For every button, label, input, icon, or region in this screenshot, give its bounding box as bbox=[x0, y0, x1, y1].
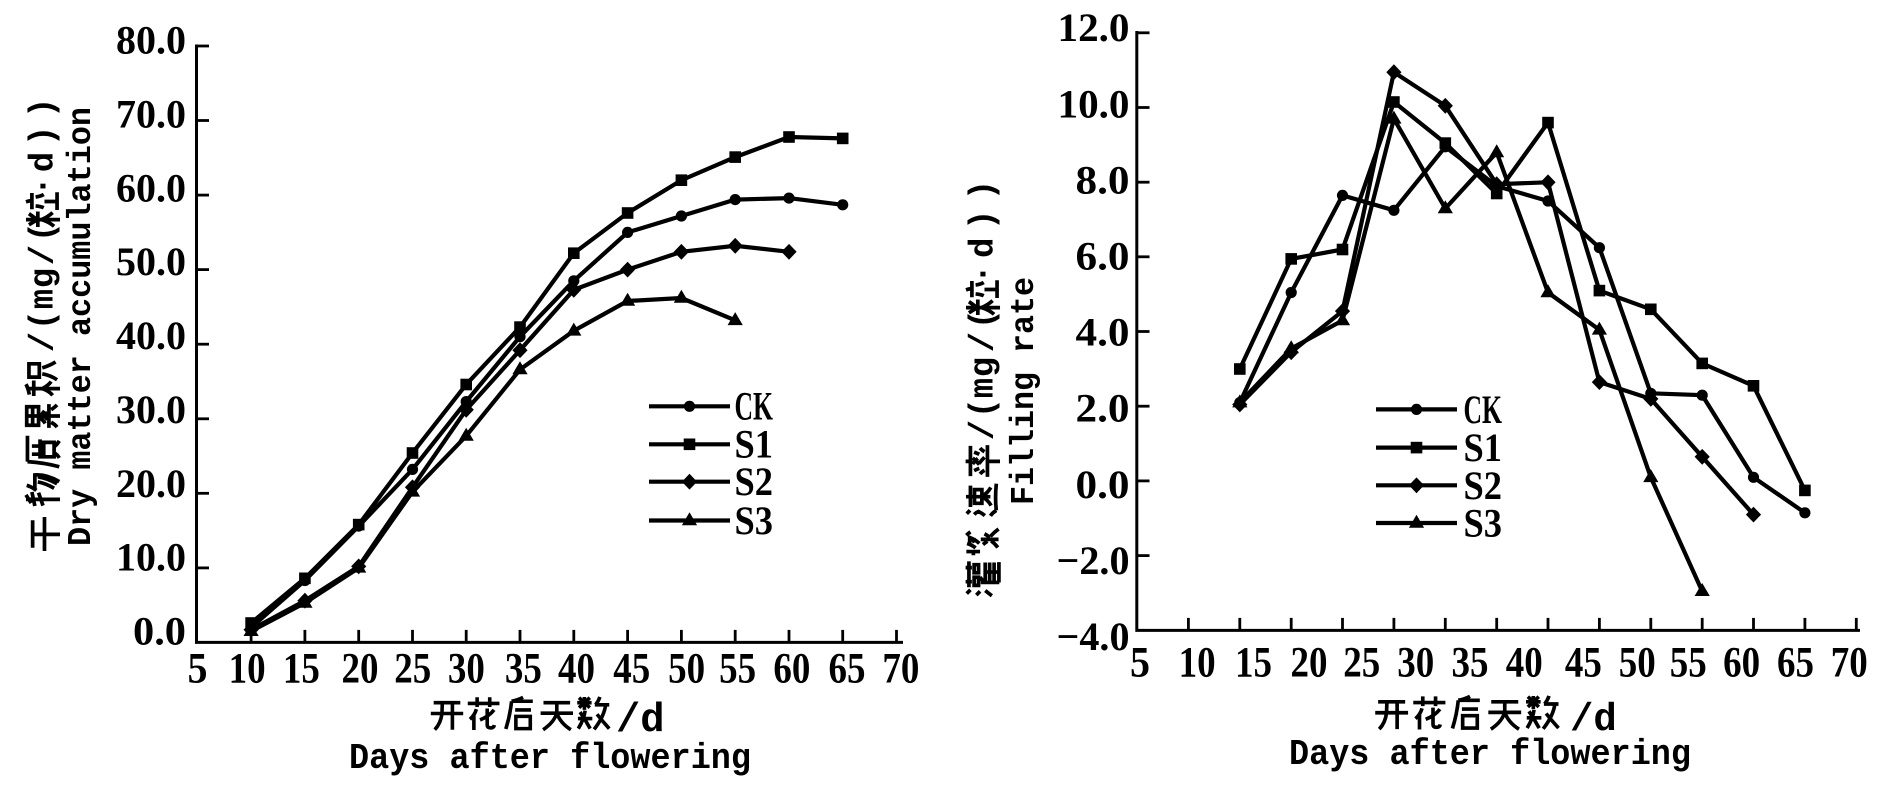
svg-text:2.0: 2.0 bbox=[1076, 386, 1130, 431]
svg-text:40: 40 bbox=[558, 646, 595, 693]
svg-text:−4.0: −4.0 bbox=[1057, 614, 1130, 659]
svg-text:55: 55 bbox=[1670, 640, 1707, 687]
svg-text:80.0: 80.0 bbox=[116, 18, 186, 63]
svg-text:10: 10 bbox=[229, 646, 266, 693]
svg-text:25: 25 bbox=[394, 646, 431, 693]
svg-text:/(mg/(: /(mg/( bbox=[966, 309, 1004, 440]
svg-text:S2: S2 bbox=[1464, 463, 1503, 508]
svg-text:30: 30 bbox=[1397, 640, 1434, 687]
svg-text:0.0: 0.0 bbox=[1076, 462, 1130, 507]
svg-text:20: 20 bbox=[342, 646, 379, 693]
svg-text:−2.0: −2.0 bbox=[1057, 538, 1130, 583]
svg-text:30: 30 bbox=[448, 646, 485, 693]
svg-text:70: 70 bbox=[882, 646, 919, 693]
svg-text:S3: S3 bbox=[735, 498, 774, 543]
svg-text:45: 45 bbox=[1565, 640, 1602, 687]
svg-text:6.0: 6.0 bbox=[1076, 234, 1130, 279]
svg-text:35: 35 bbox=[1452, 640, 1489, 687]
svg-text:Filling rate: Filling rate bbox=[1006, 277, 1043, 505]
svg-text:45: 45 bbox=[613, 646, 650, 693]
svg-text:15: 15 bbox=[283, 646, 320, 693]
svg-text:70: 70 bbox=[1831, 640, 1868, 687]
svg-text:10.0: 10.0 bbox=[1058, 81, 1130, 126]
svg-text:10.0: 10.0 bbox=[116, 535, 186, 580]
svg-text:50.0: 50.0 bbox=[116, 239, 186, 284]
svg-text:CK: CK bbox=[1464, 387, 1503, 432]
svg-text:65: 65 bbox=[1777, 640, 1814, 687]
svg-text:15: 15 bbox=[1235, 640, 1272, 687]
svg-text:10: 10 bbox=[1179, 640, 1216, 687]
svg-text:/d: /d bbox=[1570, 698, 1617, 742]
svg-text:55: 55 bbox=[719, 646, 756, 693]
svg-text:25: 25 bbox=[1343, 640, 1380, 687]
svg-text:50: 50 bbox=[1619, 640, 1656, 687]
svg-text:40: 40 bbox=[1506, 640, 1543, 687]
svg-text:0.0: 0.0 bbox=[133, 609, 186, 654]
svg-text:60: 60 bbox=[1723, 640, 1760, 687]
svg-text:Days after flowering: Days after flowering bbox=[1289, 734, 1691, 775]
svg-text:50: 50 bbox=[668, 646, 705, 693]
svg-text:5: 5 bbox=[188, 646, 208, 693]
svg-text:S1: S1 bbox=[1464, 425, 1503, 470]
svg-text:30.0: 30.0 bbox=[116, 387, 186, 432]
svg-text:4.0: 4.0 bbox=[1076, 310, 1130, 355]
svg-text:/(mg/(: /(mg/( bbox=[26, 222, 64, 352]
svg-text:40.0: 40.0 bbox=[116, 313, 186, 358]
svg-text:70.0: 70.0 bbox=[116, 92, 186, 137]
svg-text:S2: S2 bbox=[735, 459, 774, 504]
svg-text:S1: S1 bbox=[735, 422, 774, 467]
svg-text:S3: S3 bbox=[1464, 501, 1503, 546]
svg-text:12.0: 12.0 bbox=[1058, 5, 1130, 50]
svg-text:8.0: 8.0 bbox=[1076, 157, 1130, 202]
svg-text:·d)): ·d)) bbox=[26, 98, 64, 197]
svg-text:Days after flowering: Days after flowering bbox=[349, 738, 751, 779]
svg-text:Dry matter accumulation: Dry matter accumulation bbox=[63, 107, 100, 546]
svg-text:35: 35 bbox=[505, 646, 542, 693]
svg-text:65: 65 bbox=[829, 646, 866, 693]
svg-text:60: 60 bbox=[773, 646, 810, 693]
svg-text:CK: CK bbox=[735, 384, 774, 429]
svg-text:5: 5 bbox=[1130, 640, 1150, 687]
svg-text:20.0: 20.0 bbox=[116, 461, 186, 506]
svg-text:60.0: 60.0 bbox=[116, 165, 186, 210]
svg-text:20: 20 bbox=[1291, 640, 1328, 687]
svg-text:/d: /d bbox=[616, 698, 665, 744]
